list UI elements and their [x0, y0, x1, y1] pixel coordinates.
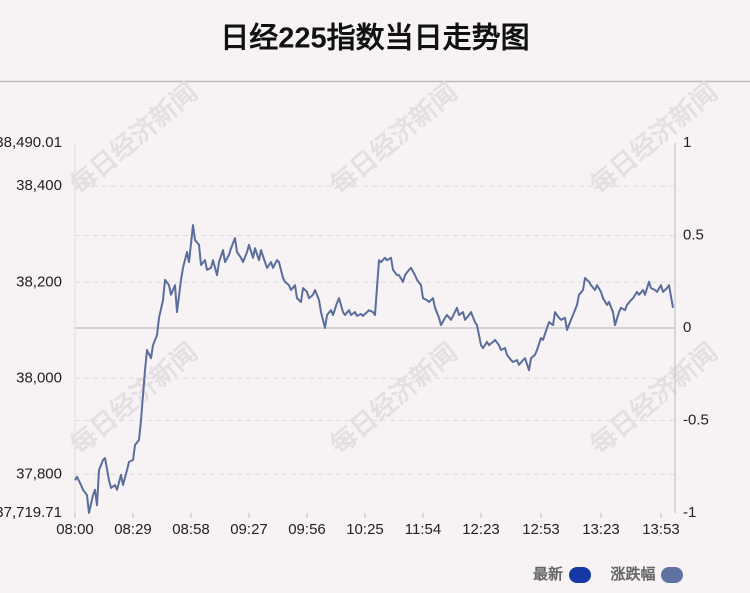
y-tick-label: 38,000 [16, 369, 62, 386]
y-tick-label: 38,400 [16, 177, 62, 194]
x-tick-label: 09:27 [230, 521, 268, 538]
y2-tick-label: -1 [683, 504, 696, 521]
y-tick-label: 38,200 [16, 273, 62, 290]
y-tick-label: 37,719.71 [0, 504, 62, 521]
y2-tick-label: 1 [683, 134, 691, 151]
x-tick-label: 11:54 [405, 521, 441, 538]
x-tick-label: 12:23 [462, 521, 500, 538]
legend-label: 最新 [533, 565, 563, 583]
y2-tick-label: 0 [683, 319, 691, 336]
x-tick-label: 12:53 [522, 521, 560, 538]
x-tick-label: 10:25 [346, 521, 384, 538]
legend-label: 涨跌幅 [610, 565, 655, 583]
y2-tick-label: 0.5 [683, 226, 704, 243]
x-tick-label: 09:56 [288, 521, 326, 538]
x-tick-label: 13:53 [642, 521, 680, 538]
price-line [74, 224, 674, 514]
y-tick-label: 38,490.01 [0, 134, 62, 151]
y-tick-label: 37,800 [16, 465, 62, 482]
chart-title: 日经225指数当日走势图 [220, 21, 529, 55]
legend-swatch [661, 567, 683, 583]
x-tick-label: 08:00 [56, 521, 94, 538]
x-tick-label: 08:29 [114, 521, 152, 538]
y2-tick-label: -0.5 [683, 411, 709, 428]
legend-swatch [569, 567, 591, 583]
x-tick-label: 13:23 [582, 521, 620, 538]
x-tick-label: 08:58 [172, 521, 210, 538]
